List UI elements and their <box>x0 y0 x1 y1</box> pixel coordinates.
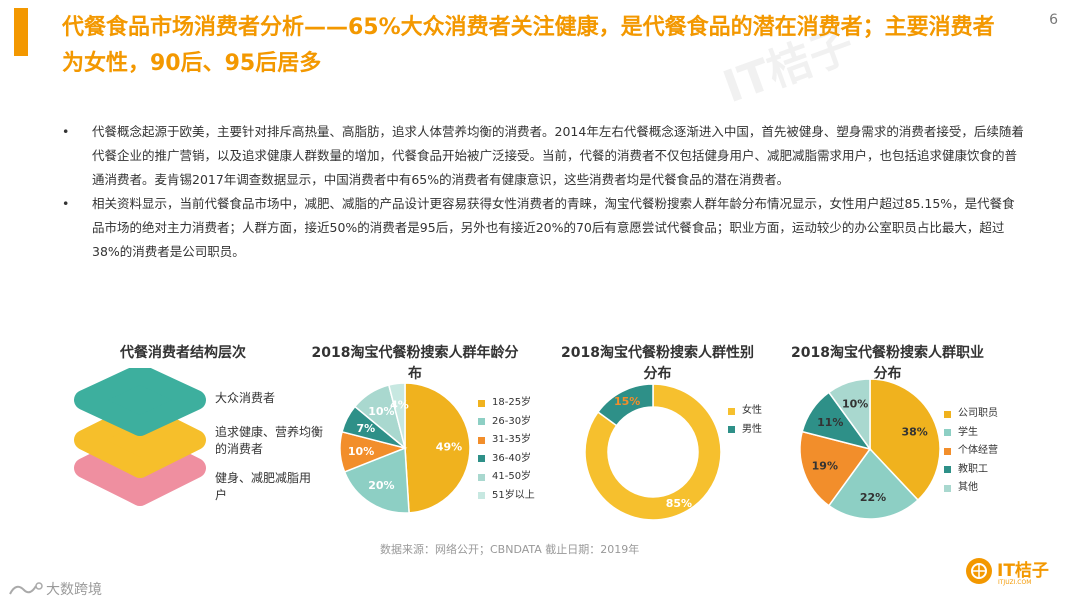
legend-swatch <box>944 466 951 474</box>
gender-legend: 女性 男性 <box>728 402 762 439</box>
legend-label: 男性 <box>742 423 762 435</box>
pie-data-label: 4% <box>390 398 409 411</box>
pie-slice <box>404 382 471 514</box>
legend-item: 教职工 <box>944 461 998 480</box>
brand-logo: IT桔子 <box>966 558 1049 584</box>
bullet-text: 相关资料显示，当前代餐食品市场中，减肥、减脂的产品设计更容易获得女性消费者的青睐… <box>92 196 1015 259</box>
legend-swatch <box>478 492 485 500</box>
legend-item: 41-50岁 <box>478 468 535 487</box>
legend-label: 41-50岁 <box>492 471 532 482</box>
occupation-pie-chart: 38% 22% 19% 11% 10% <box>799 378 941 520</box>
title-accent-bar <box>14 8 28 56</box>
legend-swatch <box>728 407 735 415</box>
layers-diagram <box>74 368 206 506</box>
brand-name: IT桔子 <box>997 561 1049 581</box>
brand-url: ITJUZI.COM <box>998 579 1032 586</box>
legend-label: 36-40岁 <box>492 452 532 464</box>
legend-item: 个体经营 <box>944 442 998 461</box>
bullet-item: • 相关资料显示，当前代餐食品市场中，减肥、减脂的产品设计更容易获得女性消费者的… <box>62 192 1027 264</box>
gender-donut-chart: 85% 15% <box>584 383 722 521</box>
pie-data-label: 85% <box>666 497 692 510</box>
bullet-item: • 代餐概念起源于欧美，主要针对排斥高热量、高脂肪，追求人体营养均衡的消费者。2… <box>62 120 1027 192</box>
pie-data-label: 19% <box>812 459 838 472</box>
occupation-chart-title: 2018淘宝代餐粉搜索人群职业分布 <box>791 345 984 382</box>
pie-data-label: 7% <box>356 422 375 435</box>
slide-title: 代餐食品市场消费者分析——65%大众消费者关注健康，是代餐食品的潜在消费者；主要… <box>62 15 995 76</box>
age-pie-chart: 49%20%10%7%10%4% <box>339 382 471 514</box>
corner-watermark: 大数跨境 <box>6 578 102 600</box>
legend-swatch <box>944 410 951 418</box>
occupation-legend: 公司职员 学生 个体经营 教职工 其他 <box>944 405 998 498</box>
layer-label-top: 大众消费者 <box>215 391 276 405</box>
legend-swatch <box>728 426 735 434</box>
layer-top <box>74 368 206 436</box>
legend-label: 个体经营 <box>958 445 998 456</box>
legend-label: 公司职员 <box>958 408 998 419</box>
legend-item: 学生 <box>944 424 998 443</box>
legend-label: 其他 <box>958 482 978 493</box>
legend-label: 26-30岁 <box>492 415 532 427</box>
watermark-text: 大数跨境 <box>46 582 102 598</box>
pie-slice <box>387 382 406 449</box>
pie-slice <box>799 430 872 507</box>
legend-swatch <box>944 447 951 455</box>
legend-item: 男性 <box>728 421 762 440</box>
data-source-note: 数据来源：网络公开；CBNDATA 截止日期：2019年 <box>380 543 640 556</box>
layer-label-bottom: 健身、减肥减脂用户 <box>215 471 312 502</box>
layer-middle <box>74 402 206 478</box>
legend-swatch <box>944 429 951 437</box>
legend-item: 其他 <box>944 479 998 498</box>
legend-item: 36-40岁 <box>478 450 535 469</box>
orange-logo-icon <box>966 558 992 584</box>
pie-slice <box>343 446 410 514</box>
age-legend: 18-25岁 26-30岁 31-35岁 36-40岁 41-50岁 51岁以上 <box>478 394 535 505</box>
pie-data-label: 49% <box>436 441 462 454</box>
legend-item: 女性 <box>728 402 762 421</box>
pie-data-label: 10% <box>842 397 868 410</box>
legend-swatch <box>944 484 951 492</box>
pie-data-label: 10% <box>348 445 374 458</box>
bullet-marker: • <box>62 124 70 139</box>
pie-slice <box>827 378 871 452</box>
pie-data-label: 11% <box>817 416 843 429</box>
pie-data-label: 38% <box>901 425 927 438</box>
legend-item: 公司职员 <box>944 405 998 424</box>
page-number: 6 <box>1049 12 1058 28</box>
legend-item: 26-30岁 <box>478 413 535 432</box>
legend-swatch <box>478 399 485 407</box>
legend-label: 31-35岁 <box>492 434 532 445</box>
legend-swatch <box>478 436 485 444</box>
legend-swatch <box>478 455 485 463</box>
legend-label: 学生 <box>958 426 978 438</box>
pie-slice <box>827 447 919 520</box>
pie-data-label: 20% <box>368 479 394 492</box>
legend-label: 女性 <box>742 405 762 416</box>
layer-label-middle: 追求健康、营养均衡的消费者 <box>215 425 324 456</box>
gender-chart-title: 2018淘宝代餐粉搜索人群性别分布 <box>561 345 754 382</box>
bullet-marker: • <box>62 196 70 211</box>
pie-slice <box>869 378 941 502</box>
pie-data-label: 22% <box>860 491 886 504</box>
pie-slice <box>584 383 722 521</box>
age-chart-title: 2018淘宝代餐粉搜索人群年龄分布 <box>311 345 519 382</box>
legend-item: 51岁以上 <box>478 487 535 506</box>
legend-swatch <box>478 473 485 481</box>
layers-title: 代餐消费者结构层次 <box>120 345 246 361</box>
legend-swatch <box>478 418 485 426</box>
legend-label: 51岁以上 <box>492 489 535 501</box>
legend-item: 31-35岁 <box>478 431 535 450</box>
watermark-logo-icon <box>9 582 43 595</box>
legend-item: 18-25岁 <box>478 394 535 413</box>
bullet-text: 代餐概念起源于欧美，主要针对排斥高热量、高脂肪，追求人体营养均衡的消费者。201… <box>92 124 1024 187</box>
pie-data-label: 15% <box>614 395 640 408</box>
pie-data-label: 10% <box>368 405 394 418</box>
bullet-list: • 代餐概念起源于欧美，主要针对排斥高热量、高脂肪，追求人体营养均衡的消费者。2… <box>62 120 1027 264</box>
legend-label: 18-25岁 <box>492 397 532 408</box>
pie-slice <box>596 383 654 427</box>
legend-label: 教职工 <box>958 463 988 475</box>
